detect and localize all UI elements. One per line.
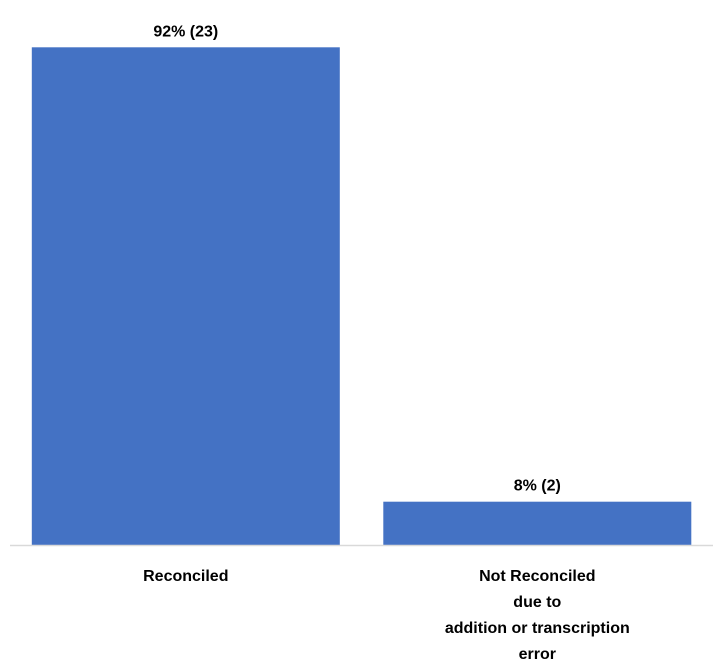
data-label-1: 8% (2) [514, 478, 561, 495]
bars-group [31, 47, 692, 546]
data-labels-group: 92% (23) 8% (2) [153, 23, 561, 494]
category-label-1-line-1: due to [513, 594, 561, 611]
bar-1 [383, 501, 692, 545]
category-label-1-line-2: addition or transcription [445, 620, 630, 637]
category-label-1-line-0: Not Reconciled [479, 568, 595, 585]
data-label-0: 92% (23) [153, 23, 218, 40]
category-labels-group: Reconciled Not Reconciled due to addition o… [143, 568, 630, 663]
category-label-0-line-0: Reconciled [143, 568, 228, 585]
category-label-1-line-3: error [519, 646, 556, 663]
bar-0 [31, 47, 340, 546]
